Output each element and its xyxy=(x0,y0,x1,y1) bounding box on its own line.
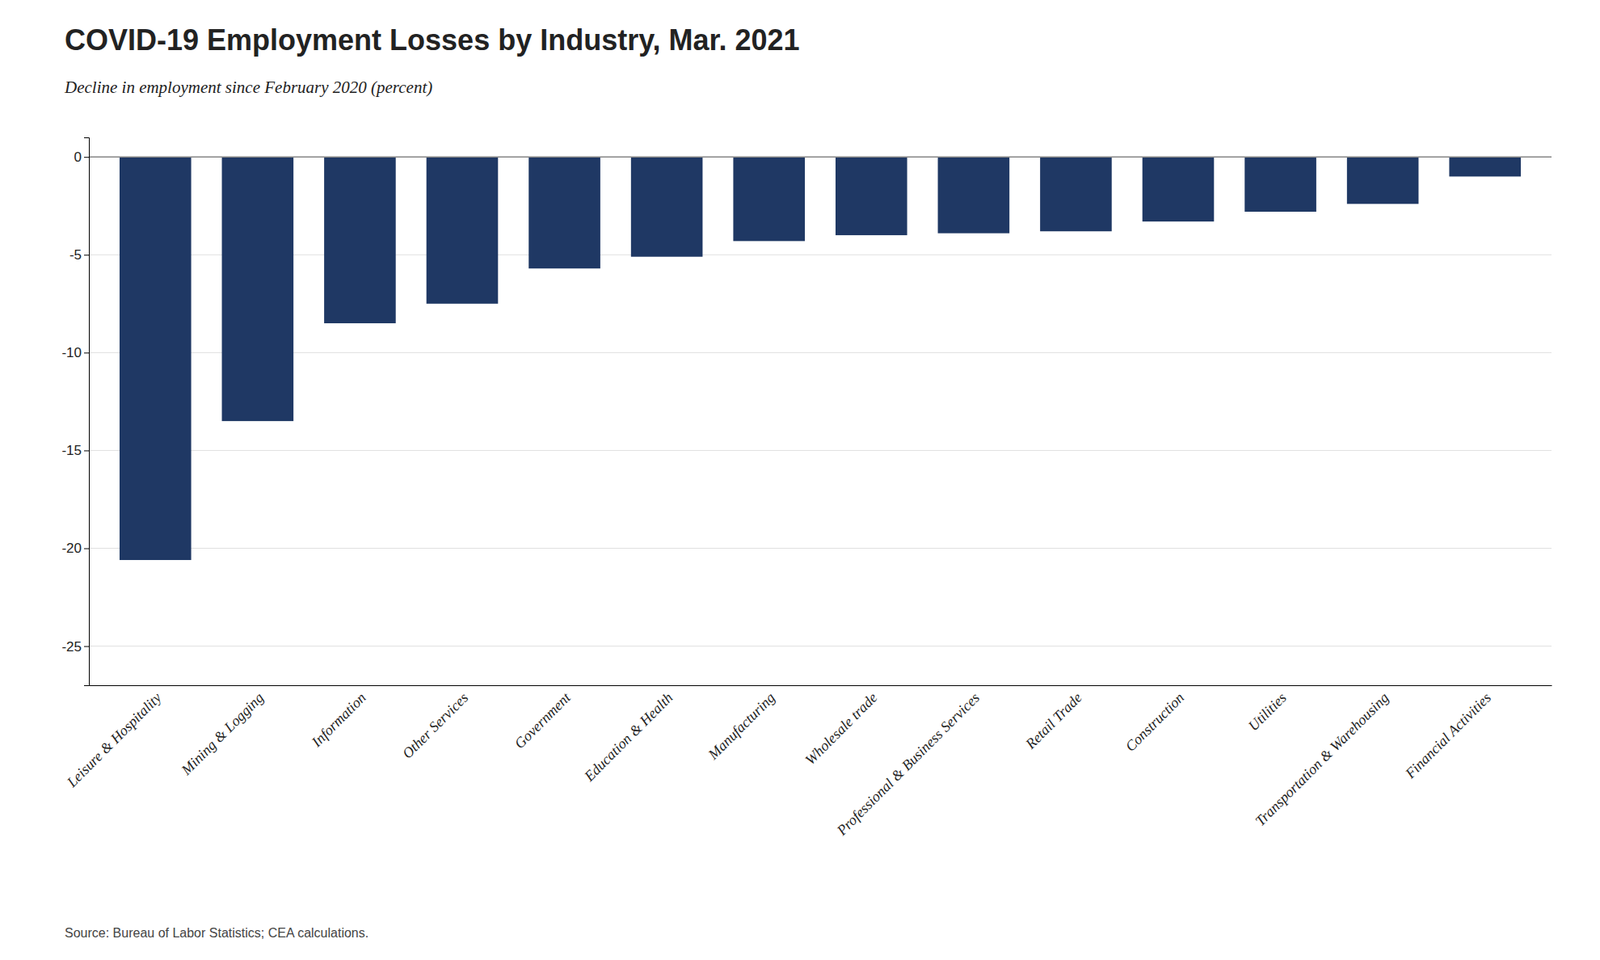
bars xyxy=(119,156,1521,560)
y-tick-label: -10 xyxy=(61,345,82,361)
x-tick-label: Financial Activities xyxy=(1401,689,1495,783)
x-tick-label: Manufacturing xyxy=(704,689,779,763)
bar xyxy=(938,156,1011,233)
y-tick-label: -15 xyxy=(61,442,82,459)
x-tick-label: Construction xyxy=(1122,689,1188,755)
x-tick: Wholesale trade xyxy=(801,689,880,768)
bar xyxy=(1040,156,1112,232)
y-tick: -20 xyxy=(61,540,89,556)
x-tick-label: Other Services xyxy=(399,689,472,762)
x-tick: Utilities xyxy=(1245,689,1290,734)
bar xyxy=(1448,156,1521,177)
x-tick: Financial Activities xyxy=(1401,689,1495,783)
y-tick-mark xyxy=(84,352,89,354)
x-tick-label: Education & Health xyxy=(580,689,676,785)
y-tick: -5 xyxy=(69,247,89,263)
y-tick-mark xyxy=(84,548,89,550)
plot-area: 0 -5 -10 -15 -20 -25 Leisure & HospitalityMini… xyxy=(61,138,1552,840)
x-tick-label: Mining & Logging xyxy=(177,689,267,779)
grid-line xyxy=(88,450,1552,451)
y-tick-mark xyxy=(84,254,89,256)
x-tick-label: Professional & Business Services xyxy=(833,689,983,839)
y-tick-label: -25 xyxy=(61,639,82,655)
y-tick-label: 0 xyxy=(74,149,82,165)
bar xyxy=(732,156,805,241)
bar xyxy=(1142,156,1215,222)
x-tick-label: Transportation & Warehousing xyxy=(1251,689,1392,830)
bar xyxy=(324,156,396,324)
bar xyxy=(119,156,192,560)
x-tick: Other Services xyxy=(399,689,472,762)
x-tick: Government xyxy=(511,688,575,752)
y-tick-label: -20 xyxy=(61,540,82,556)
y-tick-label: -5 xyxy=(69,247,82,263)
x-tick-label: Government xyxy=(511,688,575,752)
y-tick-mark xyxy=(84,450,89,451)
y-tick-mark xyxy=(84,156,89,158)
y-axis-line xyxy=(84,138,90,687)
x-tick-label: Information xyxy=(307,689,370,751)
bar xyxy=(1347,156,1419,204)
bar xyxy=(631,156,704,257)
grid xyxy=(88,156,1552,646)
bar xyxy=(1244,156,1317,212)
x-tick: Information xyxy=(307,689,370,751)
x-tick: Professional & Business Services xyxy=(833,689,983,839)
x-tick: Leisure & Hospitality xyxy=(63,689,165,791)
grid-line xyxy=(88,352,1552,354)
grid-line xyxy=(88,156,1552,158)
bar xyxy=(426,156,499,304)
x-tick: Manufacturing xyxy=(704,689,779,763)
x-axis: Leisure & HospitalityMining & Logging Inf… xyxy=(63,686,1552,840)
bar xyxy=(835,156,908,236)
y-axis: 0 -5 -10 -15 -20 -25 xyxy=(61,138,89,687)
x-tick-label: Leisure & Hospitality xyxy=(63,689,165,791)
y-tick: -25 xyxy=(61,639,89,655)
x-tick: Mining & Logging xyxy=(177,689,267,779)
x-tick: Retail Trade xyxy=(1022,689,1086,753)
x-axis-line xyxy=(89,685,1553,687)
x-tick-label: Wholesale trade xyxy=(801,689,880,768)
title: COVID-19 Employment Losses by Industry, … xyxy=(64,23,800,57)
x-tick: Construction xyxy=(1122,689,1188,755)
baseline xyxy=(88,155,1552,158)
bar xyxy=(222,156,295,422)
source-note: Source: Bureau of Labor Statistics; CEA … xyxy=(64,926,369,940)
y-tick: -15 xyxy=(61,442,89,459)
y-tick: -10 xyxy=(61,345,89,361)
bar xyxy=(528,156,601,269)
y-tick: 0 xyxy=(74,149,89,165)
x-tick: Transportation & Warehousing xyxy=(1251,689,1392,830)
subtitle: Decline in employment since February 202… xyxy=(63,77,433,97)
y-tick-mark xyxy=(84,646,89,648)
x-tick-label: Utilities xyxy=(1245,689,1290,734)
grid-line xyxy=(88,547,1552,549)
chart: COVID-19 Employment Losses by Industry, … xyxy=(0,0,1600,960)
grid-line xyxy=(88,645,1552,647)
grid-line xyxy=(88,254,1552,256)
x-tick: Education & Health xyxy=(580,689,676,785)
x-tick-label: Retail Trade xyxy=(1022,689,1086,753)
